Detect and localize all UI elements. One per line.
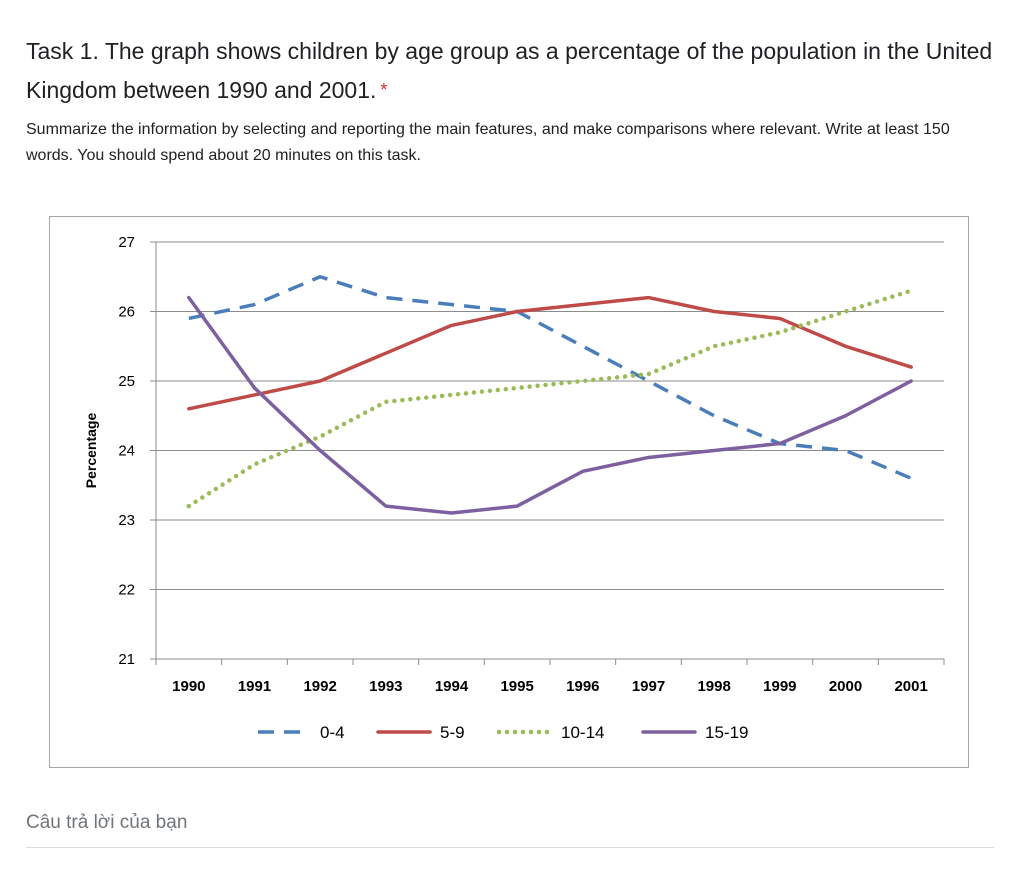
x-tick-label: 2000 xyxy=(829,678,862,695)
answer-input[interactable]: Câu trả lời của bạn xyxy=(26,808,994,848)
chart-canvas: 21 22 23 24 25 26 27 1990 1991 1992 1993 1994 1995 19… xyxy=(83,234,945,742)
y-tick-label: 26 xyxy=(118,304,135,321)
y-tick-label: 23 xyxy=(118,512,135,529)
y-tick-label: 22 xyxy=(118,582,135,599)
y-axis-label: Percentage xyxy=(83,413,99,489)
legend-label-15-19: 15-19 xyxy=(705,723,748,742)
x-tick-label: 1996 xyxy=(566,678,599,695)
y-tick-label: 27 xyxy=(118,234,135,251)
line-chart: 21 22 23 24 25 26 27 1990 1991 1992 1993 1994 1995 19… xyxy=(49,216,969,768)
question-title-text: Task 1. The graph shows children by age … xyxy=(26,38,993,103)
question-title: Task 1. The graph shows children by age … xyxy=(26,32,1001,110)
x-tick-label: 1991 xyxy=(238,678,271,695)
x-tick-label: 1993 xyxy=(369,678,402,695)
legend-label-0-4: 0-4 xyxy=(320,723,345,742)
x-tick-label: 1995 xyxy=(500,678,533,695)
series-line-15-19 xyxy=(187,295,913,515)
x-tick-label: 1999 xyxy=(763,678,796,695)
series-line-5-9 xyxy=(187,295,913,411)
x-tick-label: 1998 xyxy=(697,678,730,695)
x-tick-label: 1990 xyxy=(172,678,205,695)
y-tick-label: 21 xyxy=(118,651,135,668)
y-tick-label: 25 xyxy=(118,373,135,390)
y-tick-label: 24 xyxy=(118,443,135,460)
x-tick-label: 1997 xyxy=(632,678,665,695)
answer-placeholder: Câu trả lời của bạn xyxy=(26,812,188,833)
series-line-10-14 xyxy=(186,288,914,509)
series-line-0-4 xyxy=(188,275,912,480)
x-tick-label: 1992 xyxy=(303,678,336,695)
legend-label-5-9: 5-9 xyxy=(440,723,465,742)
legend-label-10-14: 10-14 xyxy=(561,723,604,742)
question-description: Summarize the information by selecting a… xyxy=(26,121,950,164)
x-tick-label: 1994 xyxy=(435,678,469,695)
x-tick-label: 2001 xyxy=(894,678,927,695)
required-marker: * xyxy=(380,80,388,100)
